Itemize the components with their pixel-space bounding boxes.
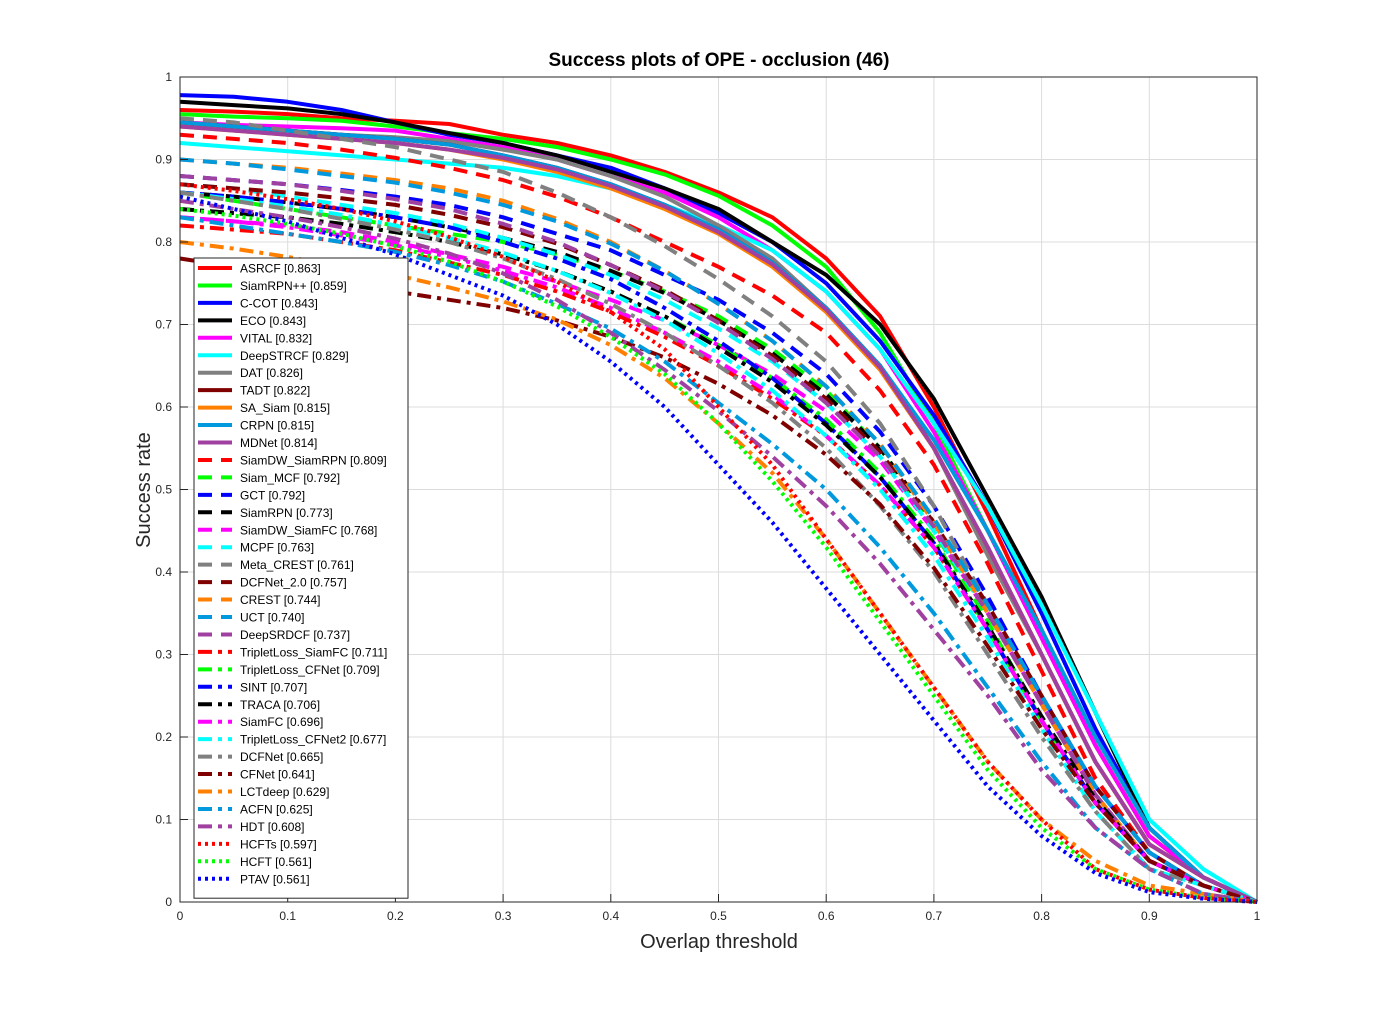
legend-label-10: MDNet [0.814] <box>240 436 317 450</box>
series-line-dcfnet <box>179 190 1258 904</box>
legend: ASRCF [0.863] SiamRPN++ [0.859] C-COT [0.8… <box>193 257 409 899</box>
series-line-crpn <box>179 120 1258 904</box>
legend-label-20: UCT [0.740] <box>240 611 304 625</box>
x-tick-label-3: 0.3 <box>495 909 512 923</box>
legend-label-16: MCPF [0.763] <box>240 541 314 555</box>
y-tick-label-4: 0.4 <box>155 565 172 579</box>
axis-ticks: 0 0.1 0.2 0.3 0.4 0.5 0.6 0.7 0.8 0.9 1 0 0.1 0.2 0.3 0… <box>155 70 1260 923</box>
y-tick-label-5: 0.5 <box>155 483 172 497</box>
legend-label-7: TADT [0.822] <box>240 384 310 398</box>
series-line-mdnet <box>179 124 1258 904</box>
y-tick-label-6: 0.6 <box>155 400 172 414</box>
legend-label-35: PTAV [0.561] <box>240 872 310 886</box>
legend-label-9: CRPN [0.815] <box>240 419 314 433</box>
series-line-deepsrdcf <box>179 174 1258 904</box>
series-line-tripletloss-cfnet2 <box>179 190 1258 904</box>
legend-label-23: TripletLoss_CFNet [0.709] <box>240 663 380 677</box>
legend-label-2: C-COT [0.843] <box>240 296 318 310</box>
y-tick-label-3: 0.3 <box>155 648 172 662</box>
x-tick-label-5: 0.5 <box>710 909 727 923</box>
legend-label-1: SiamRPN++ [0.859] <box>240 279 347 293</box>
legend-label-0: ASRCF [0.863] <box>240 262 321 276</box>
y-tick-label-7: 0.7 <box>155 318 172 332</box>
x-axis-label: Overlap threshold <box>640 931 798 953</box>
y-tick-label-9: 0.9 <box>155 153 172 167</box>
x-tick-label-8: 0.8 <box>1033 909 1050 923</box>
legend-label-22: TripletLoss_SiamFC [0.711] <box>240 645 387 659</box>
legend-label-28: DCFNet [0.665] <box>240 750 323 764</box>
legend-label-15: SiamDW_SiamFC [0.768] <box>240 523 377 537</box>
legend-label-3: ECO [0.843] <box>240 314 306 328</box>
x-tick-label-10: 1 <box>1254 909 1261 923</box>
legend-label-4: VITAL [0.832] <box>240 331 312 345</box>
series-line-siam-mcf <box>179 190 1258 904</box>
y-tick-label-0: 0 <box>165 895 172 909</box>
y-axis-label: Success rate <box>133 432 155 548</box>
x-tick-label-4: 0.4 <box>602 909 619 923</box>
legend-label-19: CREST [0.744] <box>240 593 320 607</box>
legend-label-25: TRACA [0.706] <box>240 698 320 712</box>
series-line-ptav <box>179 194 1258 904</box>
legend-label-18: DCFNet_2.0 [0.757] <box>240 576 347 590</box>
series-line-hdt <box>179 198 1258 904</box>
chart-title: Success plots of OPE - occlusion (46) <box>548 50 889 71</box>
legend-label-31: ACFN [0.625] <box>240 802 313 816</box>
legend-label-21: DeepSRDCF [0.737] <box>240 628 350 642</box>
series-line-traca <box>179 207 1258 904</box>
series-line-dcfnet-2-0 <box>179 182 1258 904</box>
legend-label-30: LCTdeep [0.629] <box>240 785 329 799</box>
series-line-c-cot <box>179 93 1258 904</box>
x-tick-label-6: 0.6 <box>818 909 835 923</box>
y-tick-label-8: 0.8 <box>155 235 172 249</box>
y-tick-label-2: 0.2 <box>155 730 172 744</box>
legend-label-12: Siam_MCF [0.792] <box>240 471 340 485</box>
x-tick-label-0: 0 <box>177 909 184 923</box>
legend-label-14: SiamRPN [0.773] <box>240 506 333 520</box>
legend-label-11: SiamDW_SiamRPN [0.809] <box>240 453 387 467</box>
series-line-uct <box>179 157 1258 904</box>
legend-label-24: SINT [0.707] <box>240 680 307 694</box>
legend-label-34: HCFT [0.561] <box>240 855 312 869</box>
legend-label-29: CFNet [0.641] <box>240 768 315 782</box>
legend-label-32: HDT [0.608] <box>240 820 304 834</box>
legend-label-17: Meta_CREST [0.761] <box>240 558 354 572</box>
x-tick-label-7: 0.7 <box>926 909 943 923</box>
legend-label-6: DAT [0.826] <box>240 366 303 380</box>
x-tick-label-2: 0.2 <box>387 909 404 923</box>
series-line-vital <box>179 120 1258 904</box>
legend-label-8: SA_Siam [0.815] <box>240 401 330 415</box>
legend-label-27: TripletLoss_CFNet2 [0.677] <box>240 733 386 747</box>
x-tick-label-9: 0.9 <box>1141 909 1158 923</box>
series-line-hcft <box>179 207 1258 904</box>
series-line-siamdw-siamrpn <box>179 132 1258 904</box>
series-line-gct <box>179 174 1258 904</box>
y-tick-label-10: 1 <box>165 70 172 84</box>
legend-label-5: DeepSTRCF [0.829] <box>240 349 349 363</box>
legend-label-13: GCT [0.792] <box>240 488 305 502</box>
x-tick-label-1: 0.1 <box>279 909 296 923</box>
legend-label-26: SiamFC [0.696] <box>240 715 323 729</box>
legend-label-33: HCFTs [0.597] <box>240 837 317 851</box>
y-tick-label-1: 0.1 <box>155 813 172 827</box>
series-line-hcfts <box>179 182 1258 904</box>
series-line-sint <box>179 190 1258 904</box>
